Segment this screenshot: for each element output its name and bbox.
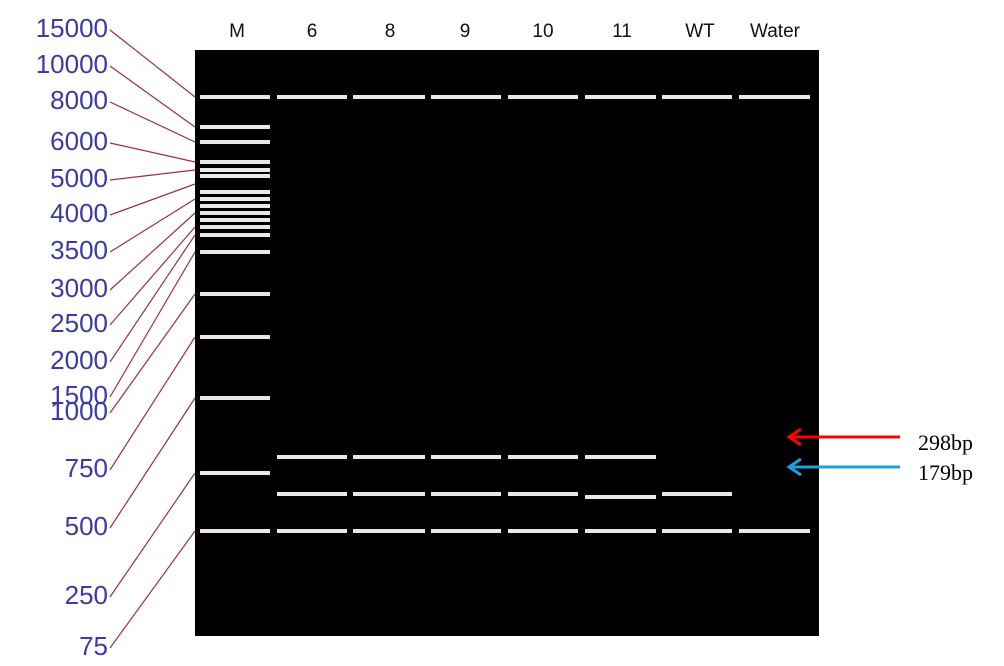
band [585,95,656,99]
ladder-pointer [110,398,195,528]
band [353,529,425,533]
ladder-label: 5000 [50,163,108,193]
ladder-pointer [110,30,195,97]
ladder-pointer [110,170,195,180]
band [200,529,270,533]
ladder-label: 6000 [50,126,108,156]
ladder-pointer [110,531,195,648]
ladder-label: 3500 [50,235,108,265]
ladder-pointer [110,235,195,362]
band [431,492,501,496]
annotation-label: 298bp [918,430,973,455]
ladder-label: 250 [65,580,108,610]
band [200,250,270,254]
lane-label: 11 [612,21,632,42]
band [277,492,347,496]
band [662,95,732,99]
ladder-pointer [110,473,195,597]
annotation-label: 179bp [918,460,973,485]
ladder-label: 10000 [36,49,108,79]
band [200,160,270,164]
band [277,95,347,99]
ladder-pointer [110,66,195,127]
band [200,471,270,475]
band [277,455,347,459]
ladder-pointer [110,213,195,290]
band [200,233,270,237]
ladder-pointer [110,252,195,397]
ladder-label: 2000 [50,345,108,375]
lane-label: Water [750,21,801,42]
lane-label: 8 [385,21,396,42]
band [739,95,810,99]
ladder-label: 75 [79,631,108,661]
lane-label: 10 [532,21,553,42]
band [200,218,270,222]
ladder-pointer [110,143,195,162]
band [662,529,732,533]
ladder-label: 750 [65,453,108,483]
band [431,95,501,99]
band [200,396,270,400]
ladder-label: 8000 [50,85,108,115]
lane-label: 9 [460,21,471,42]
ladder-label: 500 [65,511,108,541]
ladder-label: 1000 [50,396,108,426]
band [431,529,501,533]
ladder-pointer [110,337,195,470]
band [200,292,270,296]
ladder-label: 15000 [36,13,108,43]
band [508,455,578,459]
ladder-pointer [110,184,195,215]
ladder-label: 2500 [50,308,108,338]
band [200,225,270,229]
band [431,455,501,459]
ladder-pointer [110,227,195,325]
band [739,529,810,533]
band [200,335,270,339]
page: 15000 10000 8000 6000 5000 4000 3500 3000 2500 20… [0,0,1004,666]
band [508,95,578,99]
band [200,204,270,208]
band [585,455,656,459]
band [508,529,578,533]
band [508,492,578,496]
band [277,529,347,533]
band [353,455,425,459]
ladder-label: 3000 [50,273,108,303]
gel [195,50,819,636]
band [353,95,425,99]
band [585,529,656,533]
band [200,190,270,194]
ladder-label: 4000 [50,198,108,228]
ladder-pointer [110,102,195,142]
band [200,197,270,201]
band [200,168,270,172]
band [585,495,656,499]
band [200,174,270,178]
ladder-pointer [110,294,195,413]
band [200,95,270,99]
lane-label: 6 [307,21,318,42]
band [200,125,270,129]
lane-label: M [229,21,245,42]
band [200,211,270,215]
ladder-pointer [110,199,195,252]
lane-label: WT [685,21,715,42]
band [662,492,732,496]
band [200,140,270,144]
gel-figure: 15000 10000 8000 6000 5000 4000 3500 3000 2500 20… [0,0,1004,666]
band [353,492,425,496]
